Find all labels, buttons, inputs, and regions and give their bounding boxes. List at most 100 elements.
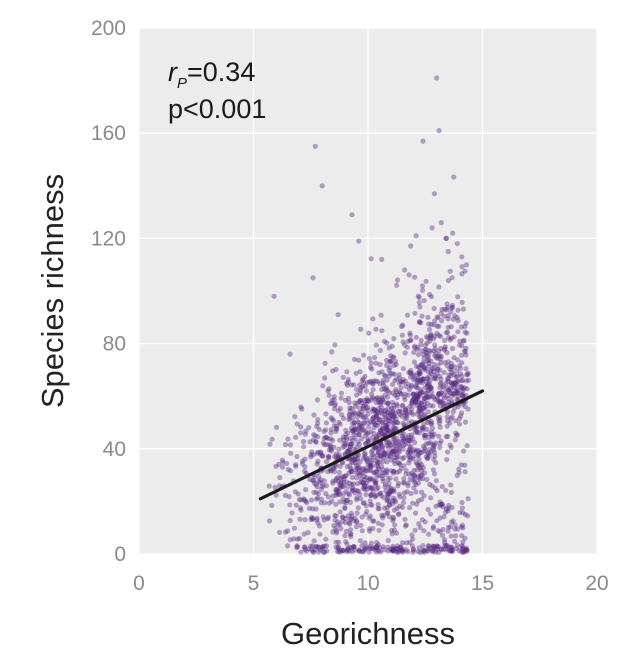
scatter-point xyxy=(361,473,367,480)
scatter-point xyxy=(389,449,395,455)
scatter-point xyxy=(297,516,303,522)
scatter-point xyxy=(377,490,383,497)
scatter-point xyxy=(390,424,396,431)
scatter-point xyxy=(394,543,401,549)
scatter-point xyxy=(373,395,380,402)
scatter-point xyxy=(380,382,386,388)
scatter-point xyxy=(392,438,398,444)
scatter-point xyxy=(439,398,445,404)
scatter-point xyxy=(368,449,374,455)
scatter-point xyxy=(376,406,382,412)
scatter-point xyxy=(429,371,435,377)
scatter-point xyxy=(368,460,374,466)
scatter-point xyxy=(402,416,408,422)
scatter-point xyxy=(385,427,391,433)
scatter-point xyxy=(341,479,347,486)
scatter-point xyxy=(459,389,466,395)
scatter-point xyxy=(337,405,343,412)
scatter-point xyxy=(391,468,397,474)
scatter-point xyxy=(359,423,365,430)
scatter-point xyxy=(410,411,416,417)
scatter-point xyxy=(418,410,425,416)
scatter-point xyxy=(427,333,434,339)
scatter-point xyxy=(361,397,367,404)
scatter-point xyxy=(368,360,374,366)
scatter-point xyxy=(308,454,314,460)
scatter-point xyxy=(414,371,421,377)
scatter-point xyxy=(360,485,366,491)
scatter-point xyxy=(366,477,372,483)
scatter-point xyxy=(412,345,418,351)
scatter-point xyxy=(390,409,396,415)
scatter-point xyxy=(368,419,374,425)
scatter-point xyxy=(453,380,459,386)
scatter-point xyxy=(456,470,462,476)
scatter-point xyxy=(431,361,437,367)
scatter-point xyxy=(292,489,298,495)
scatter-point xyxy=(375,432,382,438)
scatter-point xyxy=(402,412,408,418)
scatter-point xyxy=(447,524,453,530)
scatter-point xyxy=(462,419,469,425)
scatter-point xyxy=(343,473,349,479)
scatter-point xyxy=(420,476,426,482)
scatter-point xyxy=(383,423,389,429)
scatter-point xyxy=(372,445,378,451)
scatter-point xyxy=(366,515,372,521)
scatter-point xyxy=(416,368,422,374)
scatter-point xyxy=(417,371,423,377)
scatter-point xyxy=(293,462,299,468)
scatter-point xyxy=(365,430,371,436)
scatter-point xyxy=(462,549,468,555)
scatter-point xyxy=(329,349,335,355)
scatter-point xyxy=(361,476,368,483)
scatter-point xyxy=(306,425,312,431)
scatter-point xyxy=(355,505,361,511)
scatter-point xyxy=(386,501,393,507)
scatter-point xyxy=(447,268,453,274)
scatter-point xyxy=(301,444,307,450)
scatter-point xyxy=(407,505,413,511)
scatter-point xyxy=(401,454,407,461)
scatter-point xyxy=(297,505,304,511)
scatter-point xyxy=(414,447,420,453)
scatter-point xyxy=(340,514,346,521)
scatter-point xyxy=(374,435,380,441)
scatter-point xyxy=(325,453,331,460)
scatter-point xyxy=(375,420,381,426)
scatter-point xyxy=(376,446,382,452)
scatter-point xyxy=(389,381,396,387)
scatter-point xyxy=(400,500,406,506)
scatter-point xyxy=(434,544,440,550)
scatter-point xyxy=(412,527,418,533)
scatter-point xyxy=(432,375,438,381)
scatter-point xyxy=(425,543,431,549)
scatter-point xyxy=(454,387,460,393)
scatter-point xyxy=(425,335,431,341)
scatter-point xyxy=(421,449,427,455)
scatter-point xyxy=(378,549,384,555)
scatter-point xyxy=(335,487,341,493)
scatter-point xyxy=(445,433,451,439)
scatter-point xyxy=(416,448,422,454)
scatter-point xyxy=(436,348,442,354)
scatter-point xyxy=(311,412,317,418)
scatter-point xyxy=(449,544,455,550)
scatter-point xyxy=(400,480,407,486)
scatter-point xyxy=(416,371,422,377)
scatter-point xyxy=(338,475,344,481)
scatter-point xyxy=(390,390,396,396)
scatter-point xyxy=(417,391,423,397)
scatter-point xyxy=(427,385,433,391)
scatter-point xyxy=(437,385,443,391)
scatter-point xyxy=(462,535,468,541)
scatter-point xyxy=(446,388,452,394)
scatter-point xyxy=(355,439,361,445)
scatter-point xyxy=(355,481,361,487)
scatter-point xyxy=(325,516,331,522)
scatter-point xyxy=(343,427,349,433)
scatter-point xyxy=(410,546,416,552)
scatter-point xyxy=(415,394,421,400)
scatter-point xyxy=(414,391,420,397)
scatter-point xyxy=(445,359,451,365)
